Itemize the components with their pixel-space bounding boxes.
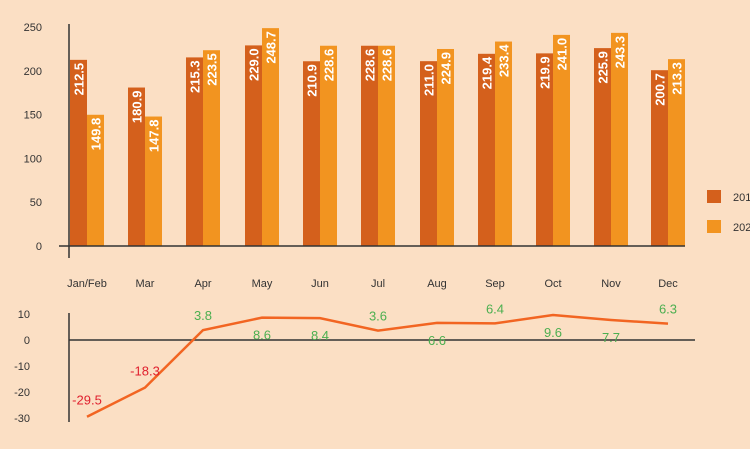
bar-2020: [320, 45, 337, 246]
bar-label: 224.9: [439, 52, 454, 85]
bar-2019: [478, 53, 495, 246]
x-tick-label: Jul: [371, 278, 385, 290]
bar-2020: [495, 41, 512, 247]
bar-2019: [594, 48, 611, 246]
x-tick-label: Nov: [601, 278, 621, 290]
bar-label: 228.6: [322, 49, 337, 82]
bar-label: 223.5: [205, 53, 220, 86]
bar-2019: [303, 61, 320, 246]
y-tick-label: -30: [14, 413, 30, 425]
bar-label: 243.3: [613, 36, 628, 69]
x-tick-label: Sep: [485, 278, 505, 290]
line-data-label: 3.8: [194, 308, 212, 323]
bar-label: 213.3: [670, 62, 685, 95]
bar-2019: [651, 70, 668, 246]
bar-label: 219.9: [538, 56, 553, 89]
bar-2020: [611, 32, 628, 246]
bar-label: 225.9: [596, 51, 611, 84]
line-data-label: 3.6: [369, 309, 387, 324]
bar-label: 228.6: [380, 49, 395, 82]
bar-label: 147.8: [147, 120, 162, 153]
bar-label: 241.0: [555, 38, 570, 71]
line-data-label: -18.3: [130, 364, 160, 379]
y-tick-label: 200: [24, 66, 42, 78]
line-data-label: 8.6: [253, 328, 271, 343]
bar-2020: [87, 114, 104, 246]
bar-2020: [668, 59, 685, 246]
x-tick-label: Aug: [427, 278, 447, 290]
x-tick-label: May: [252, 278, 273, 290]
line-data-label: 6.6: [428, 333, 446, 348]
bar-label: 211.0: [422, 64, 437, 96]
bar-label: 229.0: [247, 48, 262, 81]
x-tick-label: Jun: [311, 278, 329, 290]
legend-swatch-2020: [707, 220, 721, 233]
bar-label: 212.5: [72, 63, 87, 96]
bar-label: 228.6: [363, 49, 378, 82]
y-tick-label: -10: [14, 361, 30, 373]
legend-swatch-2019: [707, 190, 721, 203]
bar-label: 149.8: [89, 118, 104, 151]
bar-label: 210.9: [305, 64, 320, 97]
line-data-label: 8.4: [311, 328, 329, 343]
y-tick-label: 150: [24, 110, 42, 122]
line-data-label: -29.5: [72, 393, 102, 408]
line-data-label: 9.6: [544, 325, 562, 340]
bar-2020: [553, 34, 570, 246]
line-series: [86, 313, 669, 418]
legend-label: 2019: [733, 192, 750, 204]
line-data-label: 6.4: [486, 301, 504, 316]
bar-2019: [536, 53, 553, 246]
y-tick-label: 0: [36, 241, 42, 253]
y-tick-label: 250: [24, 22, 42, 34]
bar-2019: [245, 45, 262, 247]
bar-2020: [145, 116, 162, 247]
bar-2019: [420, 61, 437, 246]
line-data-label: 7.7: [602, 330, 620, 345]
x-tick-label: Jan/Feb: [67, 278, 107, 290]
bar-label: 233.4: [497, 44, 512, 77]
bar-2020: [203, 50, 220, 246]
y-tick-label: 50: [30, 197, 42, 209]
bar-label: 219.4: [480, 56, 495, 89]
bar-label: 215.3: [188, 60, 203, 93]
line-data-label: 6.3: [659, 302, 677, 317]
x-tick-label: Mar: [136, 278, 155, 290]
x-tick-label: Apr: [194, 278, 211, 290]
y-tick-label: 100: [24, 153, 42, 165]
bar-2019: [361, 45, 378, 246]
y-tick-label: -20: [14, 387, 30, 399]
bar-2020: [437, 48, 454, 247]
bar-2020: [378, 45, 395, 246]
legend-label: 2020: [733, 222, 750, 234]
x-tick-label: Dec: [658, 278, 678, 290]
x-tick-label: Oct: [544, 278, 561, 290]
y-tick-label: 10: [18, 309, 30, 321]
y-tick-label: 0: [24, 335, 30, 347]
bar-label: 248.7: [264, 31, 279, 64]
bar-2019: [70, 59, 87, 246]
bar-label: 180.9: [130, 91, 145, 124]
bar-label: 200.7: [653, 73, 668, 106]
bar-2019: [128, 87, 145, 246]
bar-2019: [186, 57, 203, 246]
bar-2020: [262, 28, 279, 247]
